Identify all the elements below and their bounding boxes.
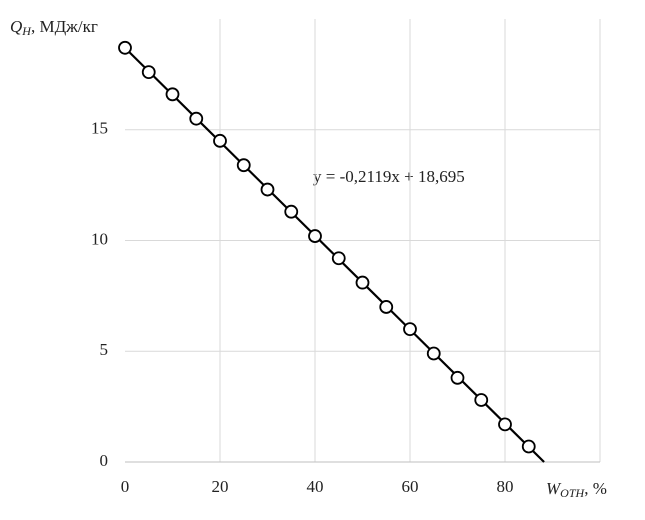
y-tick-label: 0 [100, 451, 109, 470]
point [498, 417, 512, 432]
point [426, 346, 441, 361]
x-label-subscript: OTH [560, 486, 585, 500]
y-axis-label: QH, МДж/кг [10, 17, 98, 38]
x-label-symbol: W [546, 479, 562, 498]
point [308, 229, 322, 243]
x-label-unit: , % [584, 479, 607, 498]
x-tick-label: 60 [402, 477, 419, 496]
y-tick-label: 10 [91, 229, 108, 248]
point [450, 370, 465, 385]
y-label-subscript: H [21, 24, 32, 38]
x-tick-label: 0 [121, 477, 130, 496]
point [260, 182, 275, 197]
point [379, 300, 394, 314]
point [521, 439, 536, 454]
point [118, 40, 132, 55]
x-tick-label: 20 [212, 477, 229, 496]
point [213, 133, 227, 148]
point [165, 87, 180, 102]
x-axis-label: WOTH, % [546, 479, 607, 500]
point [474, 393, 489, 407]
point [355, 275, 370, 290]
x-tick-label: 40 [307, 477, 324, 496]
point [141, 65, 156, 80]
trendline-equation: y = -0,2119x + 18,695 [313, 167, 465, 186]
point [284, 204, 299, 219]
y-label-symbol: Q [10, 17, 22, 36]
point [189, 111, 204, 126]
point [236, 158, 251, 173]
y-tick-label: 15 [91, 119, 108, 138]
point [331, 251, 346, 266]
point [403, 322, 417, 337]
x-tick-label: 80 [497, 477, 514, 496]
y-tick-label: 5 [100, 340, 109, 359]
y-label-unit: , МДж/кг [31, 17, 98, 36]
